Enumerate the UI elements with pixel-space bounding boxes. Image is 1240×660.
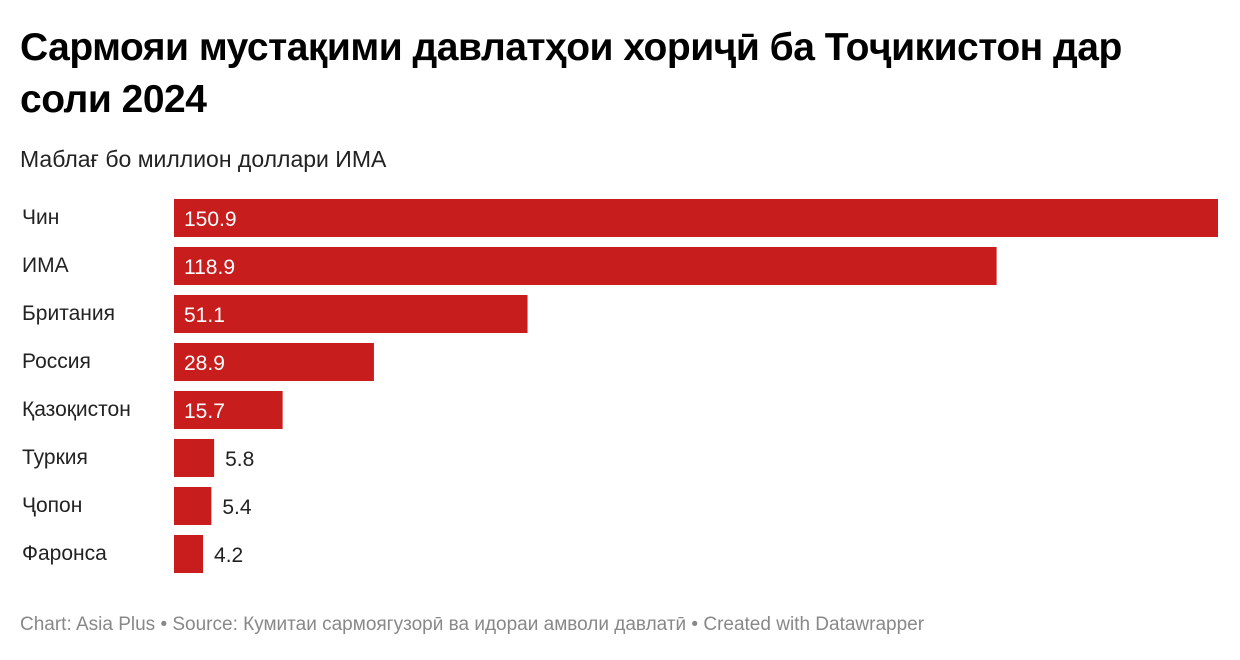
value-label: 51.1 — [184, 304, 225, 327]
category-label: Фаронса — [22, 542, 107, 565]
category-label: Россия — [22, 350, 91, 373]
value-label: 4.2 — [214, 544, 243, 567]
bar — [174, 247, 997, 285]
category-label: Британия — [22, 302, 115, 325]
category-label: ИМА — [22, 254, 69, 277]
value-label: 28.9 — [184, 352, 225, 375]
bar — [174, 487, 212, 525]
bar — [174, 295, 528, 333]
value-label: 5.8 — [225, 448, 254, 471]
bar — [174, 439, 215, 477]
chart-footer: Chart: Asia Plus • Source: Кумитаи сармо… — [20, 614, 925, 635]
value-label: 15.7 — [184, 400, 225, 423]
bar-chart: 150.9 118.9 51.1 28.9 15.7 5.8 5.4 4.2 — [174, 199, 1218, 573]
value-label: 150.9 — [184, 208, 237, 231]
bar — [174, 535, 204, 573]
category-label: Туркия — [22, 446, 88, 469]
bar — [174, 199, 1218, 237]
bar — [174, 391, 283, 429]
category-label: Қазоқистон — [22, 398, 131, 421]
chart-subtitle: Маблағ бо миллион доллари ИМА — [20, 146, 387, 172]
category-label: Ҷопон — [22, 494, 83, 517]
value-label: 5.4 — [222, 496, 252, 519]
chart-title: Сармояи мустақими давлатҳои хориҷӣ ба То… — [20, 26, 1122, 121]
bar — [174, 343, 374, 381]
value-label: 118.9 — [184, 256, 235, 279]
category-label: Чин — [22, 206, 60, 229]
